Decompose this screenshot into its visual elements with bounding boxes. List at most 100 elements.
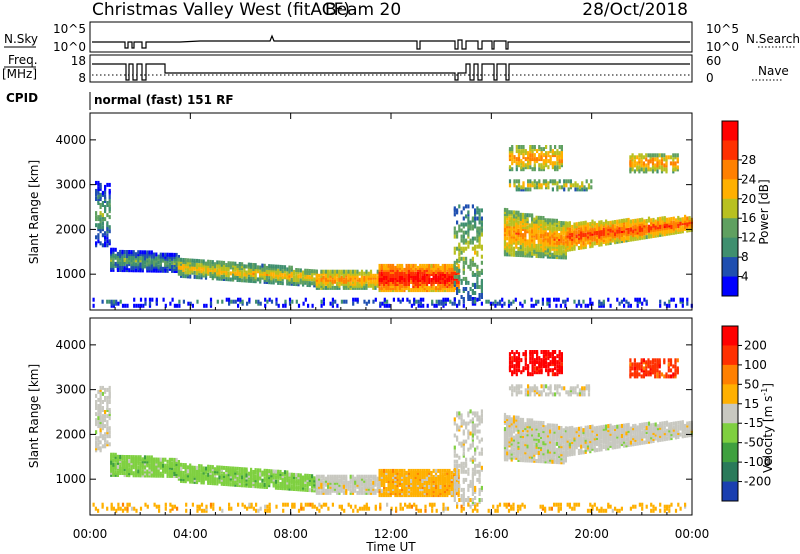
heatmap-cell bbox=[292, 269, 296, 274]
heatmap-cell bbox=[313, 478, 316, 483]
heatmap-cell bbox=[132, 268, 135, 273]
heatmap-cell bbox=[529, 187, 532, 192]
heatmap-cell bbox=[511, 145, 514, 149]
heatmap-cell bbox=[347, 269, 350, 274]
heatmap-cell bbox=[410, 270, 413, 274]
heatmap-cell bbox=[324, 476, 327, 481]
heatmap-cell bbox=[515, 179, 518, 184]
heatmap-cell bbox=[144, 297, 147, 302]
heatmap-cell bbox=[134, 262, 138, 267]
heatmap-cell bbox=[175, 256, 178, 261]
heatmap-cell bbox=[342, 480, 345, 485]
heatmap-cell bbox=[106, 440, 109, 445]
heatmap-cell bbox=[108, 400, 111, 404]
heatmap-cell bbox=[456, 459, 459, 464]
heatmap-cell bbox=[521, 241, 525, 246]
heatmap-cell bbox=[474, 427, 477, 432]
heatmap-cell bbox=[419, 468, 422, 473]
heatmap-cell bbox=[562, 241, 565, 246]
heatmap-cell bbox=[474, 490, 477, 494]
heatmap-cell bbox=[139, 457, 142, 462]
heatmap-cell bbox=[189, 471, 192, 476]
heatmap-cell bbox=[566, 229, 569, 234]
heatmap-cell bbox=[478, 242, 481, 247]
heatmap-cell bbox=[600, 301, 603, 306]
heatmap-cell bbox=[101, 406, 104, 410]
heatmap-cell bbox=[410, 475, 413, 479]
heatmap-cell bbox=[527, 187, 530, 192]
heatmap-cell bbox=[282, 303, 285, 308]
heatmap-cell bbox=[542, 161, 545, 166]
heatmap-cell bbox=[92, 303, 95, 308]
heatmap-cell bbox=[537, 215, 540, 220]
colorbar-segment bbox=[722, 257, 738, 278]
heatmap-cell bbox=[171, 252, 174, 257]
heatmap-cell bbox=[458, 441, 461, 446]
heatmap-cell bbox=[322, 474, 325, 479]
heatmap-cell bbox=[162, 463, 165, 468]
heatmap-cell bbox=[385, 284, 388, 289]
heatmap-cell bbox=[216, 299, 219, 304]
heatmap-cell bbox=[562, 235, 565, 240]
heatmap-cell bbox=[540, 238, 543, 243]
heatmap-cell bbox=[645, 163, 648, 168]
heatmap-cell bbox=[204, 269, 208, 274]
heatmap-cell bbox=[104, 424, 107, 429]
heatmap-cell bbox=[524, 213, 527, 218]
heatmap-cell bbox=[143, 455, 147, 460]
heatmap-cell bbox=[216, 260, 219, 265]
heatmap-cell bbox=[580, 237, 583, 242]
heatmap-cell bbox=[99, 217, 102, 222]
heatmap-cell bbox=[137, 252, 140, 257]
heatmap-cell bbox=[263, 476, 266, 481]
heatmap-cell bbox=[641, 225, 644, 230]
heatmap-cell bbox=[510, 210, 513, 215]
heatmap-cell bbox=[580, 227, 583, 232]
heatmap-cell bbox=[598, 234, 601, 239]
heatmap-cell bbox=[458, 228, 461, 233]
heatmap-cell bbox=[349, 273, 352, 278]
heatmap-cell bbox=[547, 165, 550, 170]
heatmap-cell bbox=[456, 481, 459, 486]
heatmap-cell bbox=[374, 488, 377, 493]
heatmap-cell bbox=[178, 299, 181, 304]
heatmap-cell bbox=[589, 228, 592, 233]
heatmap-cell bbox=[205, 303, 208, 308]
heatmap-cell bbox=[209, 301, 213, 306]
heatmap-cell bbox=[378, 263, 381, 268]
heatmap-cell bbox=[605, 227, 608, 232]
heatmap-cell bbox=[428, 475, 431, 479]
heatmap-cell bbox=[554, 165, 557, 170]
heatmap-cell bbox=[471, 216, 474, 221]
heatmap-cell bbox=[577, 229, 581, 234]
heatmap-cell bbox=[423, 270, 426, 274]
heatmap-cell bbox=[139, 256, 142, 261]
heatmap-cell bbox=[645, 219, 648, 223]
heatmap-cell bbox=[162, 469, 165, 474]
heatmap-cell bbox=[478, 490, 481, 494]
heatmap-cell bbox=[234, 261, 237, 266]
heatmap-cell bbox=[322, 269, 325, 274]
heatmap-cell bbox=[95, 400, 98, 404]
heatmap-cell bbox=[407, 284, 410, 289]
heatmap-cell bbox=[575, 234, 578, 239]
heatmap-cell bbox=[288, 301, 292, 306]
colorbar-tick-label: 24 bbox=[741, 172, 756, 186]
heatmap-cell bbox=[191, 465, 194, 470]
heatmap-cell bbox=[476, 210, 479, 215]
heatmap-cell bbox=[236, 476, 239, 481]
heatmap-cell bbox=[148, 455, 151, 460]
heatmap-cell bbox=[521, 233, 525, 238]
heatmap-cell bbox=[297, 481, 300, 486]
heatmap-cell bbox=[672, 297, 675, 302]
heatmap-cell bbox=[247, 264, 250, 269]
heatmap-cell bbox=[365, 478, 368, 483]
heatmap-cell bbox=[200, 464, 203, 469]
heatmap-cell bbox=[605, 231, 608, 236]
heatmap-cell bbox=[465, 469, 468, 474]
heatmap-cell bbox=[139, 266, 142, 271]
heatmap-cell bbox=[295, 270, 298, 275]
heatmap-cell bbox=[299, 278, 302, 283]
heatmap-cell bbox=[153, 260, 156, 265]
